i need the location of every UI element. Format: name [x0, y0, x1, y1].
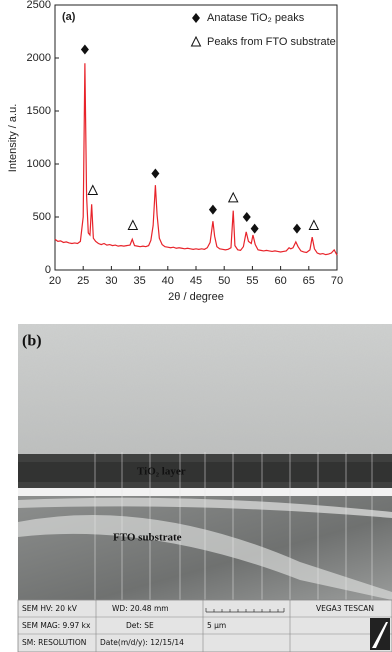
info-text: SEM HV: 20 kV: [22, 604, 78, 613]
peak-marker: [250, 223, 259, 234]
edge-highlight: [18, 497, 392, 518]
peak-marker: [80, 44, 89, 55]
sem-image: (b) TiO₂ layer FTO substrate SEM HV: 20 …: [17, 324, 392, 652]
legend-symbol: [190, 35, 202, 47]
peak-marker: [308, 219, 320, 230]
peak-marker: [208, 204, 217, 215]
x-tick-label: 40: [162, 275, 174, 287]
x-tick-label: 25: [77, 275, 89, 287]
stripe-artifacts: [94, 452, 373, 600]
x-tick-label: 60: [274, 275, 286, 287]
layer-label: TiO₂ layer: [137, 466, 186, 478]
info-text: SEM MAG: 9.97 kx: [22, 621, 91, 630]
panel-label: (a): [62, 11, 76, 23]
info-bar-bg: [17, 599, 392, 652]
peak-marker: [87, 184, 99, 195]
info-text: Date(m/d/y): 12/15/14: [100, 638, 184, 647]
info-bar: SEM HV: 20 kV WD: 20.48 mm VEGA3 TESCAN …: [17, 599, 392, 652]
peak-marker: [151, 168, 160, 179]
xrd-line: [54, 63, 338, 256]
y-tick-label: 1000: [27, 158, 51, 170]
x-tick-label: 35: [133, 275, 145, 287]
x-tick-label: 55: [246, 275, 258, 287]
peak-marker: [227, 191, 239, 203]
x-axis-label: 2θ / degree: [168, 291, 224, 303]
peak-marker: [242, 212, 251, 222]
y-tick-label: 1500: [27, 105, 51, 117]
info-text: WD: 20.48 mm: [112, 604, 169, 613]
x-tick-label: 30: [105, 275, 117, 287]
info-text: 5 μm: [207, 621, 226, 630]
y-tick-label: 2000: [27, 52, 51, 64]
legend-symbol: [192, 13, 200, 23]
x-tick-label: 70: [331, 275, 343, 287]
y-tick-label: 500: [33, 211, 51, 223]
peak-marker: [127, 219, 139, 230]
info-text: SM: RESOLUTION: [22, 638, 86, 647]
legend-label: Anatase TiO₂ peaks: [207, 12, 305, 24]
y-axis-label: Intensity / a.u.: [7, 104, 19, 172]
x-tick-label: 45: [190, 275, 202, 287]
x-tick-label: 20: [49, 275, 61, 287]
peak-marker: [292, 223, 301, 234]
x-tick-label: 65: [303, 275, 315, 287]
info-text: VEGA3 TESCAN: [316, 604, 374, 613]
legend-label: Peaks from FTO substrate: [207, 36, 336, 48]
y-tick-label: 0: [45, 264, 51, 276]
edge-highlight: [18, 515, 392, 600]
y-tick-label: 2500: [27, 0, 51, 11]
panel-label: (b): [22, 333, 42, 350]
info-text: Det: SE: [126, 621, 154, 630]
substrate-label: FTO substrate: [113, 532, 182, 544]
x-tick-label: 50: [218, 275, 230, 287]
chart: (a) 2θ / degree Intensity / a.u. 0 500 100…: [7, 0, 343, 303]
texture: [18, 324, 392, 454]
